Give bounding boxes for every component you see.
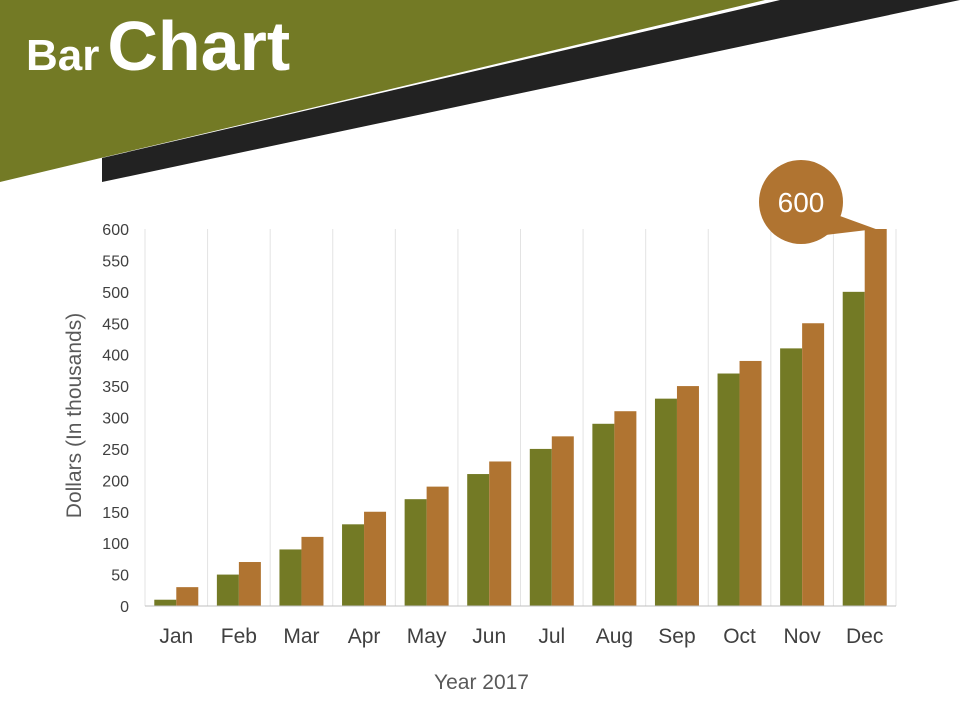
y-tick-label: 600 xyxy=(102,222,129,239)
slide-title-word1: Bar xyxy=(26,31,100,80)
bar-nov-series1 xyxy=(780,348,803,606)
x-category-label: Oct xyxy=(723,625,756,648)
bar-apr-series1 xyxy=(342,524,365,606)
bar-oct-series2 xyxy=(739,360,762,606)
bar-may-series1 xyxy=(404,499,427,606)
bar-dec-series1 xyxy=(842,291,865,606)
bar-jun-series1 xyxy=(467,474,490,606)
bar-feb-series2 xyxy=(238,562,261,606)
y-tick-label: 550 xyxy=(102,253,129,270)
x-category-label: Jul xyxy=(538,625,565,648)
y-tick-label: 450 xyxy=(102,316,129,333)
title-banner xyxy=(0,0,960,182)
y-tick-label: 0 xyxy=(120,599,129,616)
banner-shadow xyxy=(102,0,960,182)
y-tick-label: 200 xyxy=(102,473,129,490)
y-tick-label: 300 xyxy=(102,411,129,428)
x-category-label: Mar xyxy=(283,625,319,648)
bar-apr-series2 xyxy=(364,511,387,606)
bar-aug-series1 xyxy=(592,423,615,606)
bar-mar-series1 xyxy=(279,549,302,606)
y-tick-label: 400 xyxy=(102,348,129,365)
slide-title: Bar Chart xyxy=(26,6,290,86)
chart-grid xyxy=(144,229,897,606)
x-category-label: Dec xyxy=(846,625,883,648)
bar-dec-series2 xyxy=(864,229,887,606)
y-tick-label: 50 xyxy=(111,568,129,585)
bar-jun-series2 xyxy=(489,461,512,606)
bar-may-series2 xyxy=(426,486,449,606)
y-tick-label: 500 xyxy=(102,285,129,302)
callout-bubble xyxy=(759,160,843,244)
x-category-label: Sep xyxy=(658,625,695,648)
x-category-label: Apr xyxy=(348,625,381,648)
bar-sep-series2 xyxy=(676,386,699,606)
bar-jan-series1 xyxy=(154,599,177,606)
x-category-label: Aug xyxy=(596,625,633,648)
x-axis-categories: Jan Feb Mar Apr May Jun Jul Aug Sep Oct Nov Dec xyxy=(159,625,883,648)
y-tick-label: 250 xyxy=(102,442,129,459)
x-category-label: Jan xyxy=(159,625,193,648)
chart-bars xyxy=(154,229,887,606)
bar-mar-series2 xyxy=(301,536,324,606)
y-tick-label: 350 xyxy=(102,379,129,396)
bar-oct-series1 xyxy=(717,373,740,606)
y-axis-label: Dollars (In thousands) xyxy=(63,313,86,518)
bar-aug-series2 xyxy=(614,411,637,606)
x-category-label: Jun xyxy=(472,625,506,648)
bar-jan-series2 xyxy=(176,587,199,606)
slide-title-word2: Chart xyxy=(107,7,291,85)
bar-feb-series1 xyxy=(216,574,239,606)
y-tick-label: 150 xyxy=(102,505,129,522)
bar-sep-series1 xyxy=(654,398,677,606)
bar-nov-series2 xyxy=(802,323,825,606)
x-category-label: Nov xyxy=(783,625,821,648)
x-category-label: Feb xyxy=(221,625,257,648)
bar-jul-series1 xyxy=(529,448,552,606)
bar-jul-series2 xyxy=(551,436,574,606)
x-axis-label: Year 2017 xyxy=(434,671,529,694)
y-axis-ticks: 0 50 100 150 200 250 300 350 400 450 500 550 600 xyxy=(102,222,129,616)
x-category-label: May xyxy=(407,625,447,648)
value-callout: 600 xyxy=(759,160,876,244)
y-tick-label: 100 xyxy=(102,536,129,553)
banner-fill xyxy=(0,0,765,182)
callout-value: 600 xyxy=(778,187,825,218)
